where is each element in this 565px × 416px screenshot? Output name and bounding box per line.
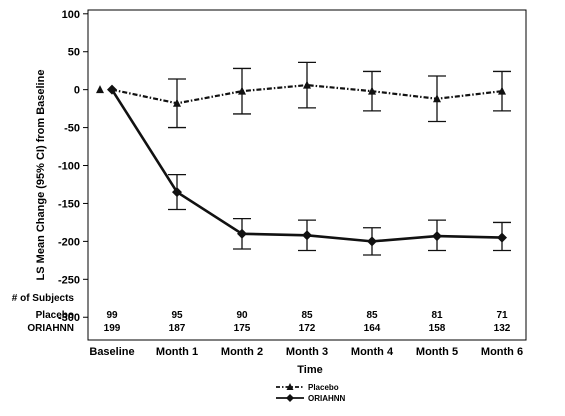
- subjects-count: 81: [431, 310, 443, 321]
- subjects-count: 172: [299, 323, 316, 334]
- subjects-header: # of Subjects: [12, 293, 75, 304]
- legend-label: ORIAHNN: [308, 394, 346, 403]
- legend-marker: [286, 383, 294, 390]
- y-tick-label: -150: [58, 198, 80, 210]
- data-point: [433, 94, 441, 103]
- subjects-count: 187: [169, 323, 186, 334]
- y-tick-label: -100: [58, 161, 80, 173]
- y-tick-label: -300: [58, 312, 80, 324]
- data-point: [237, 228, 247, 239]
- data-point: [107, 84, 117, 95]
- x-tick-label: Month 3: [286, 346, 328, 358]
- data-point: [172, 187, 182, 198]
- data-point: [173, 98, 181, 107]
- x-tick-label: Month 4: [351, 346, 394, 358]
- data-point: [302, 230, 312, 241]
- subjects-count: 85: [366, 310, 378, 321]
- x-tick-label: Baseline: [89, 346, 134, 358]
- x-tick-label: Month 6: [481, 346, 523, 358]
- legend-marker: [286, 394, 294, 402]
- legend-label: Placebo: [308, 383, 339, 392]
- subjects-row-label: ORIAHNN: [27, 323, 74, 334]
- subjects-count: 199: [104, 323, 121, 334]
- y-tick-label: 100: [62, 9, 80, 21]
- y-tick-label: -250: [58, 274, 80, 286]
- x-tick-label: Month 1: [156, 346, 198, 358]
- y-tick-label: 0: [74, 85, 80, 97]
- data-point: [238, 86, 246, 95]
- subjects-count: 99: [106, 310, 118, 321]
- series-placebo: [96, 61, 511, 129]
- series-line: [110, 88, 503, 243]
- x-axis-label: Time: [297, 364, 322, 376]
- subjects-count: 85: [301, 310, 313, 321]
- data-point: [498, 86, 506, 95]
- x-tick-label: Month 2: [221, 346, 263, 358]
- subjects-count: 71: [496, 310, 508, 321]
- subjects-table: # of Subjects Placebo 99 95 90 85 85 81 71 ORIAH…: [12, 293, 511, 334]
- series-oriahnn: [107, 84, 511, 256]
- data-point: [303, 80, 311, 89]
- legend: Placebo ORIAHNN: [276, 383, 346, 403]
- subjects-count: 158: [429, 323, 446, 334]
- y-axis-label: LS Mean Change (95% CI) from Baseline: [35, 70, 47, 281]
- y-tick-label: 50: [68, 47, 80, 59]
- subjects-count: 175: [234, 323, 251, 334]
- subjects-row-label: Placebo: [36, 310, 74, 321]
- x-tick-label: Month 5: [416, 346, 458, 358]
- data-point: [497, 232, 507, 243]
- data-point: [367, 236, 377, 247]
- subjects-count: 95: [171, 310, 183, 321]
- subjects-count: 132: [494, 323, 511, 334]
- plot-frame: [87, 9, 527, 341]
- y-axis: 100 50 0 -50 -100 -150 -200 -250 -300: [58, 9, 88, 324]
- data-point: [432, 231, 442, 242]
- x-axis: Baseline Month 1 Month 2 Month 3 Month 4 Mont…: [89, 346, 523, 358]
- series-group: [96, 61, 511, 256]
- subjects-count: 90: [236, 310, 248, 321]
- y-tick-label: -200: [58, 236, 80, 248]
- data-point: [96, 85, 104, 94]
- subjects-count: 164: [364, 323, 381, 334]
- y-tick-label: -50: [64, 123, 80, 135]
- data-point: [368, 86, 376, 95]
